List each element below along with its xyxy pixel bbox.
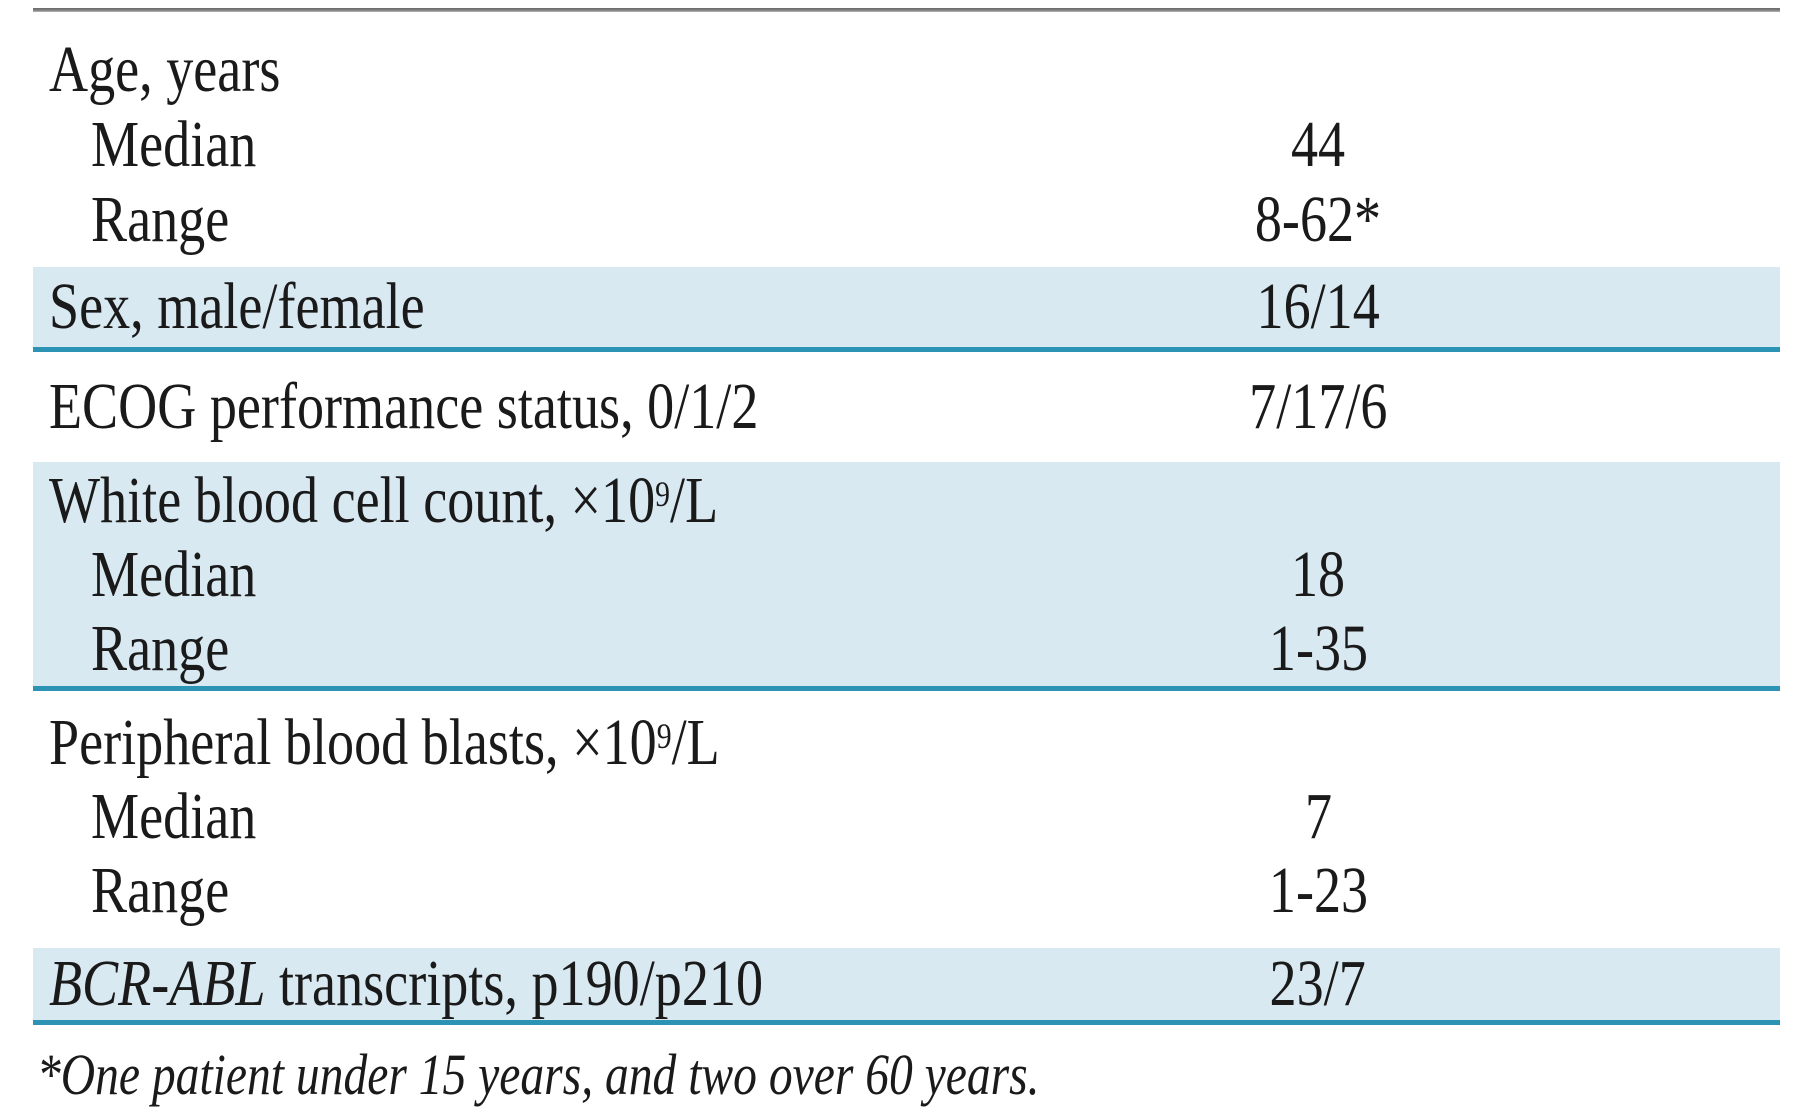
table-row-blasts-median: Median 7 (33, 780, 1780, 854)
row-value: 16/14 (1256, 270, 1380, 343)
row-label: White blood cell count, ×109/L (49, 464, 719, 537)
row-value: 7 (1304, 780, 1332, 853)
row-value: 7/17/6 (1248, 370, 1388, 443)
section-wbc: White blood cell count, ×109/L Median 18… (33, 462, 1780, 691)
section-sex: Sex, male/female 16/14 (33, 267, 1780, 352)
section-age: Age, years Median 44 Range 8-62* (33, 12, 1780, 267)
table-row-blasts-header: Peripheral blood blasts, ×109/L (33, 706, 1780, 780)
row-label: Median (91, 780, 257, 853)
table-row-age-median: Median 44 (33, 107, 1780, 182)
patient-characteristics-table: Age, years Median 44 Range 8-62* Sex, ma… (33, 0, 1780, 1105)
row-value: 8-62* (1254, 183, 1382, 256)
row-label: Range (91, 183, 230, 256)
table-footnote: *One patient under 15 years, and two ove… (37, 1042, 1040, 1107)
table-row-wbc-median: Median 18 (33, 538, 1780, 612)
table-row-ecog: ECOG performance status, 0/1/2 7/17/6 (33, 352, 1780, 462)
row-label: BCR-ABL transcripts, p190/p210 (49, 947, 764, 1020)
section-blasts: Peripheral blood blasts, ×109/L Median 7… (33, 691, 1780, 948)
row-label: Sex, male/female (49, 270, 425, 343)
row-label: Peripheral blood blasts, ×109/L (49, 706, 720, 779)
table-row-age-header: Age, years (33, 32, 1780, 107)
section-bcr-abl: BCR-ABL transcripts, p190/p210 23/7 (33, 948, 1780, 1025)
table-row-blasts-range: Range 1-23 (33, 854, 1780, 928)
row-value: 44 (1290, 108, 1346, 181)
row-label: Range (91, 854, 230, 927)
table-top-rule (33, 8, 1780, 12)
table-row-wbc-header: White blood cell count, ×109/L (33, 464, 1780, 538)
row-label: Age, years (49, 33, 281, 106)
table-row-age-range: Range 8-62* (33, 182, 1780, 257)
superscript-9: 9 (656, 715, 672, 756)
row-value: 18 (1290, 538, 1346, 611)
section-ecog: ECOG performance status, 0/1/2 7/17/6 (33, 352, 1780, 462)
row-value: 1-23 (1268, 854, 1368, 927)
row-label: Median (91, 108, 257, 181)
table-row-bcr-abl: BCR-ABL transcripts, p190/p210 23/7 (33, 948, 1780, 1020)
row-label: ECOG performance status, 0/1/2 (49, 370, 759, 443)
superscript-9: 9 (655, 473, 671, 514)
row-label: Range (91, 612, 230, 685)
gene-name-italic: BCR-ABL (49, 947, 266, 1020)
table-row-wbc-range: Range 1-35 (33, 612, 1780, 686)
row-label: Median (91, 538, 257, 611)
row-value: 1-35 (1268, 612, 1368, 685)
row-value: 23/7 (1269, 947, 1367, 1020)
table-row-sex: Sex, male/female 16/14 (33, 267, 1780, 347)
